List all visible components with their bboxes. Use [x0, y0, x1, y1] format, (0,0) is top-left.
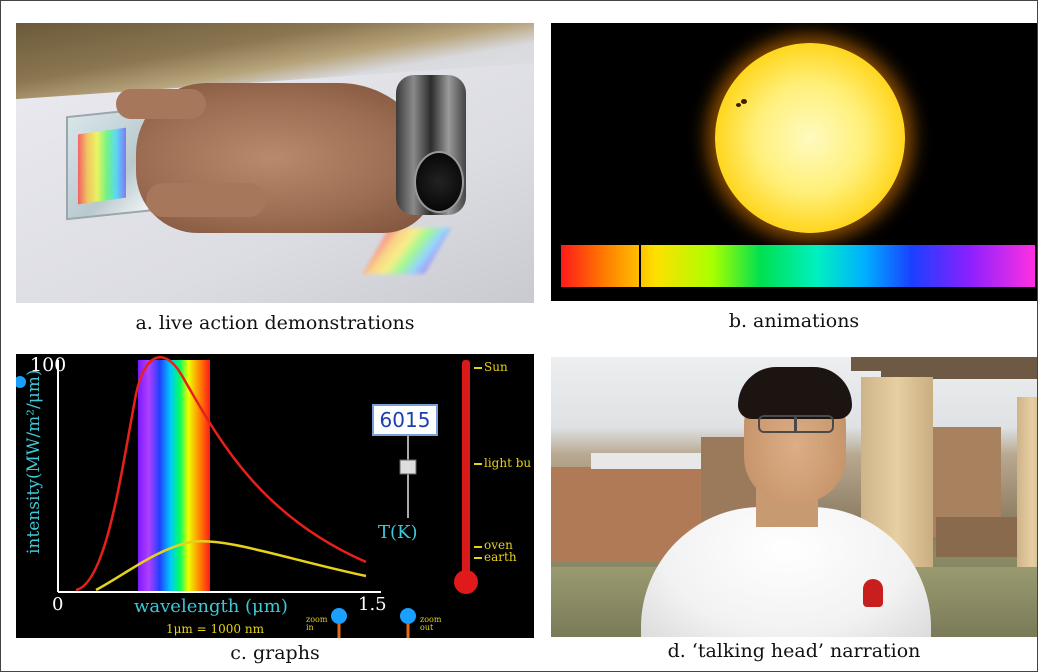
pergola-beam	[851, 357, 1037, 371]
thermometer-bulb	[454, 570, 478, 594]
talking-head-video	[551, 357, 1037, 637]
caption-a: a. live action demonstrations	[135, 312, 415, 334]
sun-animation	[551, 23, 1037, 301]
sun-curve	[75, 356, 367, 592]
finger	[146, 183, 266, 217]
building-roof	[591, 453, 711, 469]
y-axis-label: intensity(MW/m²/μm)	[24, 369, 44, 554]
hair	[738, 367, 852, 419]
y-axis-max: 100	[30, 354, 67, 376]
caption-d: d. ‘talking head’ narration	[667, 640, 921, 662]
zoom-in-label: zoom in	[306, 615, 328, 632]
shirt-logo-icon	[863, 579, 883, 607]
temp-slider-handle[interactable]	[399, 459, 417, 475]
y-slider-icon[interactable]	[16, 376, 26, 388]
terracotta-roof	[936, 517, 1026, 557]
watch-face	[414, 151, 464, 213]
zoom-out-icon[interactable]	[400, 608, 416, 624]
thumb	[116, 89, 206, 119]
sandstone-pillar	[1017, 397, 1037, 597]
zoom-in-icon[interactable]	[331, 608, 347, 624]
thermometer-tube	[462, 360, 470, 578]
cool-curve	[95, 540, 367, 592]
mark-earth: earth	[484, 550, 517, 564]
x-axis-min: 0	[52, 594, 64, 615]
prism-rainbow	[78, 127, 126, 205]
x-axis-label: wavelength (μm)	[134, 596, 288, 617]
glasses-bridge	[794, 415, 797, 433]
mark-light-bulb: light bu	[484, 456, 532, 470]
mark-oven: oven	[484, 538, 513, 552]
mark-sun: Sun	[484, 360, 508, 374]
sunspot	[741, 99, 747, 104]
blackbody-graph: 100 intensity(MW/m²/μm) 0 1.5 wavelength…	[16, 354, 534, 638]
temperature-label: T(K)	[378, 522, 418, 543]
temperature-readout: 6015	[372, 404, 438, 436]
caption-c: c. graphs	[230, 642, 320, 664]
unit-note: 1μm = 1000 nm	[166, 622, 264, 636]
zoom-out-label: zoom out	[420, 615, 442, 632]
absorption-line	[639, 245, 641, 287]
x-axis-max: 1.5	[358, 594, 387, 615]
pergola-beam	[881, 371, 1037, 379]
caption-b: b. animations	[728, 310, 860, 332]
sunspot	[736, 103, 741, 107]
sun-icon	[715, 43, 905, 233]
spectrum-bar	[561, 245, 1035, 287]
live-action-photo	[16, 23, 534, 303]
visible-spectrum-band	[138, 360, 210, 592]
graph-canvas	[16, 356, 482, 638]
